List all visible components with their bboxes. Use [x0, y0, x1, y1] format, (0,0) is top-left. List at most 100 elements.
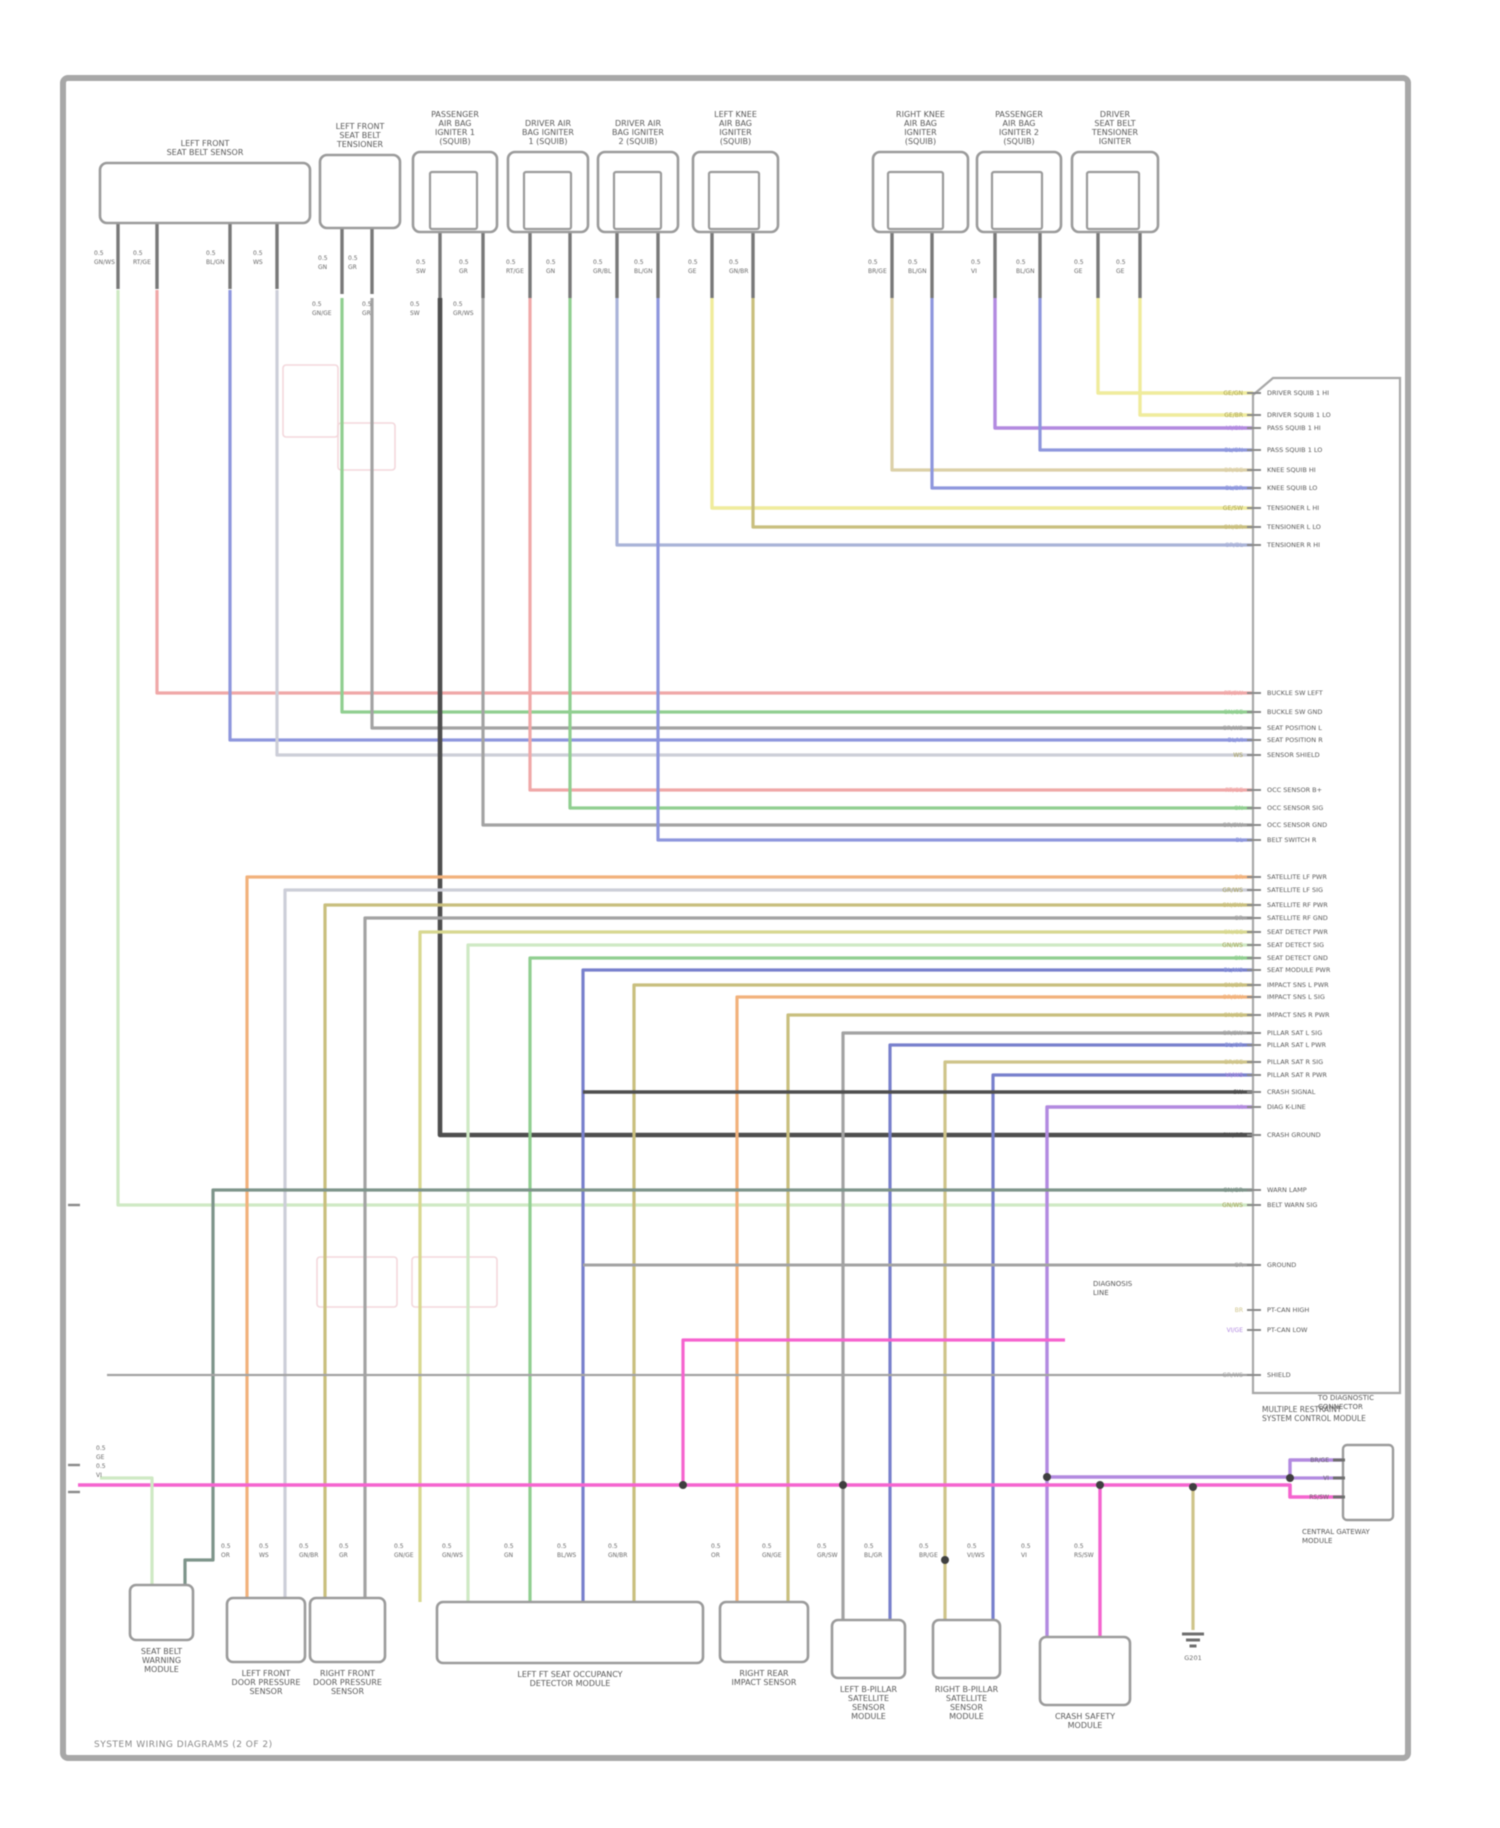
component-caption-left-knee-airbag: AIR BAG [719, 119, 752, 128]
wire-w-e2 [656, 298, 1253, 842]
component-caption-pass-airbag-igniter-1: (SQUIB) [439, 137, 470, 146]
wire-w-m-olive2-b4 [632, 983, 1253, 1602]
junction-dot [1189, 1483, 1197, 1491]
pin-wire-code: GR [1234, 1262, 1243, 1269]
pin-wire-code: GR/WS [1222, 725, 1243, 732]
component-caption-rear-impact-sensor: IMPACT SENSOR [732, 1678, 797, 1687]
wire-w-f2 [751, 298, 1253, 529]
component-caption-left-belt-tensioner: SEAT BELT [339, 131, 380, 140]
connector-caption-below: MODULE [1302, 1537, 1332, 1545]
pin-wire-code: GN/BR [1224, 982, 1243, 989]
pin-function-label: TENSIONER L LO [1266, 523, 1321, 531]
wire-gauge-label: 0.5 [688, 259, 698, 266]
component-caption-driver-belt-tensioner-igniter: IGNITER [1099, 137, 1132, 146]
component-caption-left-belt-tensioner: LEFT FRONT [336, 122, 385, 131]
wire-gauge-label: 0.5 [711, 1543, 721, 1550]
wire-code-label: BL/GN [1016, 268, 1035, 275]
wire-gauge-label: 0.5 [339, 1543, 349, 1550]
junction-dot [1043, 1473, 1051, 1481]
wire-code-label: WS [253, 259, 263, 266]
pin-function-label: TENSIONER L HI [1266, 504, 1319, 512]
squib-symbol-pass-airbag-igniter-1 [428, 170, 479, 231]
pin-function-label: OCC SENSOR B+ [1267, 786, 1322, 794]
wire-code-label: RS/SW [1074, 1552, 1094, 1559]
wire-gauge-label: 0.5 [506, 259, 516, 266]
pin-wire-code: SW [1233, 1089, 1243, 1096]
ghost-box [337, 422, 396, 471]
pin-function-label: SATELLITE RF GND [1267, 914, 1328, 922]
pin-function-label: OCC SENSOR GND [1267, 821, 1327, 829]
wire-w-g2 [930, 298, 1253, 490]
pin-wire-code: VI/WS [1225, 1072, 1243, 1079]
wire-code-label: GR [348, 264, 357, 271]
wire-gauge-label: 0.5 [394, 1543, 404, 1550]
wire-gauge-label: 0.5 [348, 255, 358, 262]
pin-function-label: BUCKLE SW GND [1267, 708, 1322, 716]
pin-wire-code: BR/GE [1224, 467, 1243, 474]
pin-wire-code: GN [1234, 955, 1243, 962]
component-caption-driver-airbag-igniter-1: 1 (SQUIB) [529, 137, 568, 146]
pin-function-label: SEAT POSITION L [1267, 724, 1322, 732]
wire-gauge-label: 0.5 [96, 1445, 106, 1452]
junction-dot [1286, 1474, 1294, 1482]
wire-gauge-label: 0.5 [416, 259, 426, 266]
component-caption-driver-airbag-igniter-1: BAG IGNITER [522, 128, 574, 137]
component-caption-left-bpillar-satellite: LEFT B-PILLAR [840, 1685, 898, 1694]
wire-code-label: OR [711, 1552, 720, 1559]
pin-wire-code: GN/GE [1223, 709, 1243, 716]
pin-function-label: SEAT POSITION R [1267, 736, 1323, 744]
wire-w-i2 [1138, 298, 1253, 417]
component-caption-left-door-pressure-sensor: DOOR PRESSURE [232, 1678, 301, 1687]
wire-w-m-ygreen-b4 [418, 930, 1253, 1602]
wire-code-label: GN/GE [312, 310, 332, 317]
pin-function-label: DIAG K-LINE [1267, 1103, 1306, 1111]
component-caption-pass-airbag-igniter-1: IGNITER 1 [435, 128, 475, 137]
component-box-left-bpillar-satellite [830, 1618, 907, 1680]
pin-wire-code: GR [1234, 915, 1243, 922]
pin-wire-code: RT/SW [1224, 690, 1243, 697]
pin-function-label: WARN LAMP [1267, 1186, 1307, 1194]
ghost-box [316, 1256, 398, 1308]
connector-caption-below: CENTRAL GATEWAY [1302, 1528, 1370, 1536]
wire-code-label: GE [1074, 268, 1083, 275]
component-caption-seat-occupancy-detector: LEFT FT SEAT OCCUPANCY [517, 1670, 622, 1679]
wire-w-pink-2 [681, 1338, 1065, 1485]
squib-symbol-pass-airbag-igniter-2 [990, 170, 1044, 231]
pin-wire-code: OR [1234, 874, 1243, 881]
wire-gauge-label: 0.5 [864, 1543, 874, 1550]
wire-w-m-gray-b6 [841, 1031, 1253, 1620]
component-caption-right-knee-airbag: AIR BAG [904, 119, 937, 128]
component-caption-rear-impact-sensor: RIGHT REAR [739, 1669, 789, 1678]
pin-wire-code: VI/GE [1227, 1327, 1244, 1334]
pin-function-label: BELT WARN SIG [1267, 1201, 1317, 1209]
wire-gauge-label: 0.5 [1016, 259, 1026, 266]
pin-wire-code: GN/GE [1223, 929, 1243, 936]
component-caption-pass-airbag-igniter-2: (SQUIB) [1003, 137, 1034, 146]
wire-w-m-blue-b6 [888, 1043, 1253, 1620]
wire-w-a2-buckle [155, 290, 1253, 695]
wire-w-m-gray-b3 [363, 916, 1253, 1598]
component-caption-right-bpillar-satellite: MODULE [949, 1712, 984, 1721]
pin-wire-code: GN/WS [1222, 1202, 1243, 1209]
component-caption-driver-belt-tensioner-igniter: TENSIONER [1091, 128, 1139, 137]
pin-function-label: KNEE SQUIB HI [1267, 466, 1316, 474]
component-caption-seat-occupancy-detector: DETECTOR MODULE [530, 1679, 611, 1688]
component-caption-pass-airbag-igniter-1: AIR BAG [439, 119, 472, 128]
wire-gauge-label: 0.5 [546, 259, 556, 266]
component-box-right-bpillar-satellite [931, 1618, 1002, 1680]
wire-code-label: GN/BR [608, 1552, 627, 1559]
pin-wire-code: WS [1233, 752, 1243, 759]
component-box-seat-occupancy-detector [435, 1600, 705, 1665]
wire-code-label: GE [96, 1454, 105, 1461]
wire-gauge-label: 0.5 [1021, 1543, 1031, 1550]
pin-function-label: SATELLITE RF PWR [1267, 901, 1328, 909]
connector-stub-label: VI [1323, 1475, 1329, 1482]
wire-code-label: GN/WS [442, 1552, 463, 1559]
wire-code-label: RT/GE [506, 268, 524, 275]
pin-wire-code: GN/GE [1223, 1012, 1243, 1019]
pin-wire-code: GR/WS [1222, 1372, 1243, 1379]
pin-wire-code: GN/BR [1224, 524, 1243, 531]
wire-w-m-ltgray-b2 [283, 888, 1253, 1598]
